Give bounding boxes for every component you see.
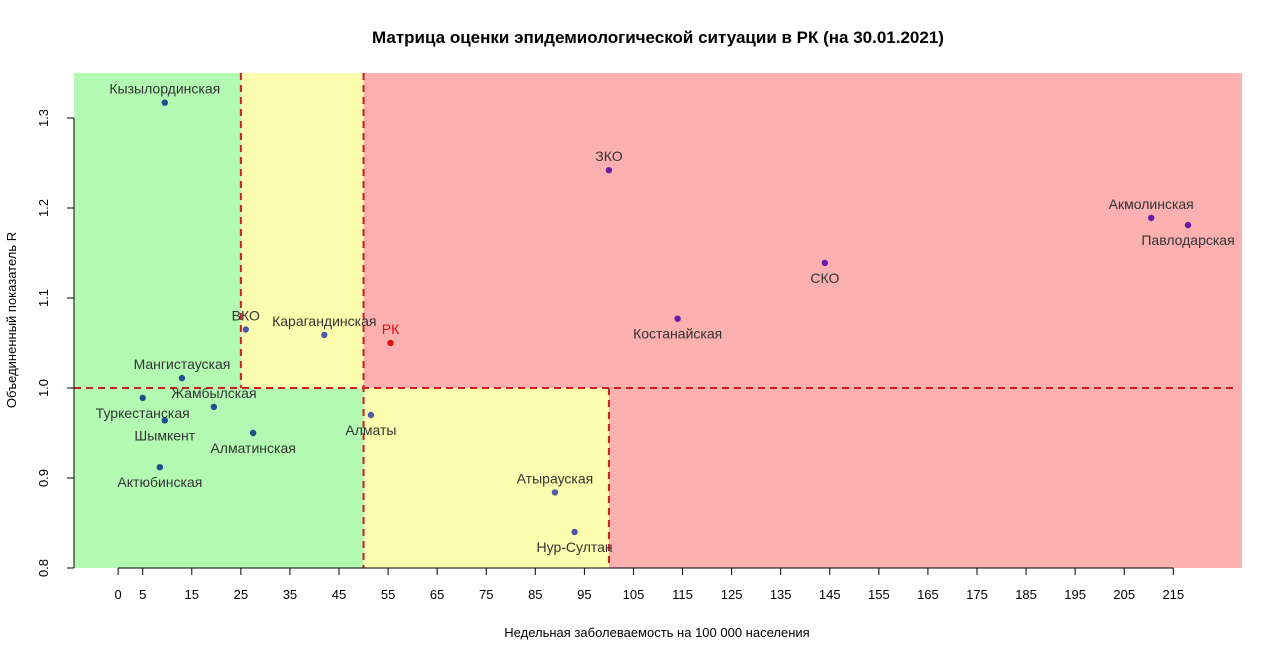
- data-point-label: Шымкент: [134, 427, 195, 443]
- data-point: [242, 326, 249, 333]
- data-point-label: Туркестанская: [96, 405, 190, 421]
- x-tick-label: 185: [1015, 587, 1037, 602]
- data-point: [571, 528, 578, 536]
- x-tick-label: 105: [623, 587, 645, 602]
- y-tick-label: 1.0: [36, 379, 51, 397]
- zones-layer: [74, 73, 1242, 568]
- data-point-label: Мангистауская: [134, 356, 231, 372]
- x-tick-label: 155: [868, 587, 890, 602]
- axes-layer: 0 5 15 25 35 45 55 65 75 85 95 105 115 125 135 145 155 16…: [36, 109, 1184, 602]
- data-point: [605, 167, 613, 174]
- data-point-label: Кызылординская: [109, 81, 220, 97]
- x-tick-label: 55: [381, 587, 395, 602]
- data-point: [1184, 221, 1192, 229]
- y-tick-label: 1.1: [36, 289, 51, 307]
- data-point-label: Павлодарская: [1141, 232, 1234, 248]
- data-point-label: Костанайская: [633, 326, 722, 342]
- x-tick-label: 175: [966, 587, 988, 602]
- x-tick-label: 75: [479, 587, 493, 602]
- data-point: [674, 315, 681, 322]
- data-point-label: Алматинская: [210, 440, 295, 456]
- data-point: [161, 417, 168, 424]
- data-point: [210, 403, 218, 411]
- thresholds-layer: [74, 73, 1238, 568]
- x-tick-label: 25: [234, 587, 248, 602]
- data-point-label: Карагандинская: [272, 313, 376, 329]
- zone-green-1: [74, 388, 364, 568]
- data-point-label: ЗКО: [595, 148, 622, 164]
- x-tick-label: 165: [917, 587, 939, 602]
- data-point-label: Алматы: [345, 422, 396, 438]
- data-point-label: ВКО: [232, 308, 260, 324]
- data-point-label: Актюбинская: [117, 474, 202, 490]
- x-tick-label: 95: [577, 587, 591, 602]
- chart-title: Матрица оценки эпидемиологической ситуац…: [372, 28, 944, 47]
- x-tick-label: 125: [721, 587, 743, 602]
- data-point: [139, 394, 146, 402]
- labels-layer: Кызылординская ЗКО Акмолинская Павлодарская…: [96, 81, 1235, 555]
- data-point-label: Жамбылская: [171, 385, 256, 401]
- x-tick-label: 195: [1064, 587, 1086, 602]
- x-tick-label: 85: [528, 587, 542, 602]
- data-point: [367, 411, 375, 419]
- points-layer: [139, 99, 1192, 536]
- data-point-label: СКО: [810, 270, 839, 286]
- data-point: [321, 331, 328, 339]
- data-point-label: Атырауская: [517, 470, 594, 486]
- data-point: [156, 464, 164, 471]
- y-tick-label: 0.8: [36, 559, 51, 577]
- zone-red-4: [363, 73, 1242, 388]
- zone-yellow-2: [240, 73, 364, 388]
- x-tick-label: 115: [672, 587, 693, 602]
- data-point: [387, 339, 394, 347]
- zone-red-5: [608, 388, 1242, 568]
- x-tick-label: 35: [283, 587, 297, 602]
- zone-green-0: [74, 73, 241, 388]
- data-point: [1148, 214, 1155, 222]
- x-tick-label: 0: [115, 587, 122, 602]
- data-point-label: Акмолинская: [1109, 196, 1194, 212]
- x-axis-title: Недельная заболеваемость на 100 000 насе…: [504, 625, 809, 640]
- x-tick-label: 65: [430, 587, 444, 602]
- data-point: [161, 99, 168, 106]
- x-tick-label: 45: [332, 587, 346, 602]
- y-axis-title: Объединенный показатель R: [4, 232, 19, 408]
- data-point: [821, 259, 829, 267]
- zone-yellow-3: [363, 388, 609, 568]
- data-point: [249, 429, 257, 437]
- x-tick-label: 145: [819, 587, 841, 602]
- y-tick-label: 1.3: [36, 109, 51, 127]
- data-point: [178, 374, 186, 382]
- x-tick-label: 135: [770, 587, 792, 602]
- x-tick-label: 205: [1113, 587, 1135, 602]
- data-point-label: РК: [382, 321, 400, 337]
- x-tick-label: 5: [139, 587, 146, 602]
- y-tick-label: 0.9: [36, 469, 51, 487]
- data-point-label: Нур-Султан: [536, 539, 612, 555]
- x-tick-label: 215: [1162, 587, 1184, 602]
- y-tick-label: 1.2: [36, 199, 51, 217]
- x-tick-label: 15: [185, 587, 199, 602]
- data-point: [551, 489, 559, 496]
